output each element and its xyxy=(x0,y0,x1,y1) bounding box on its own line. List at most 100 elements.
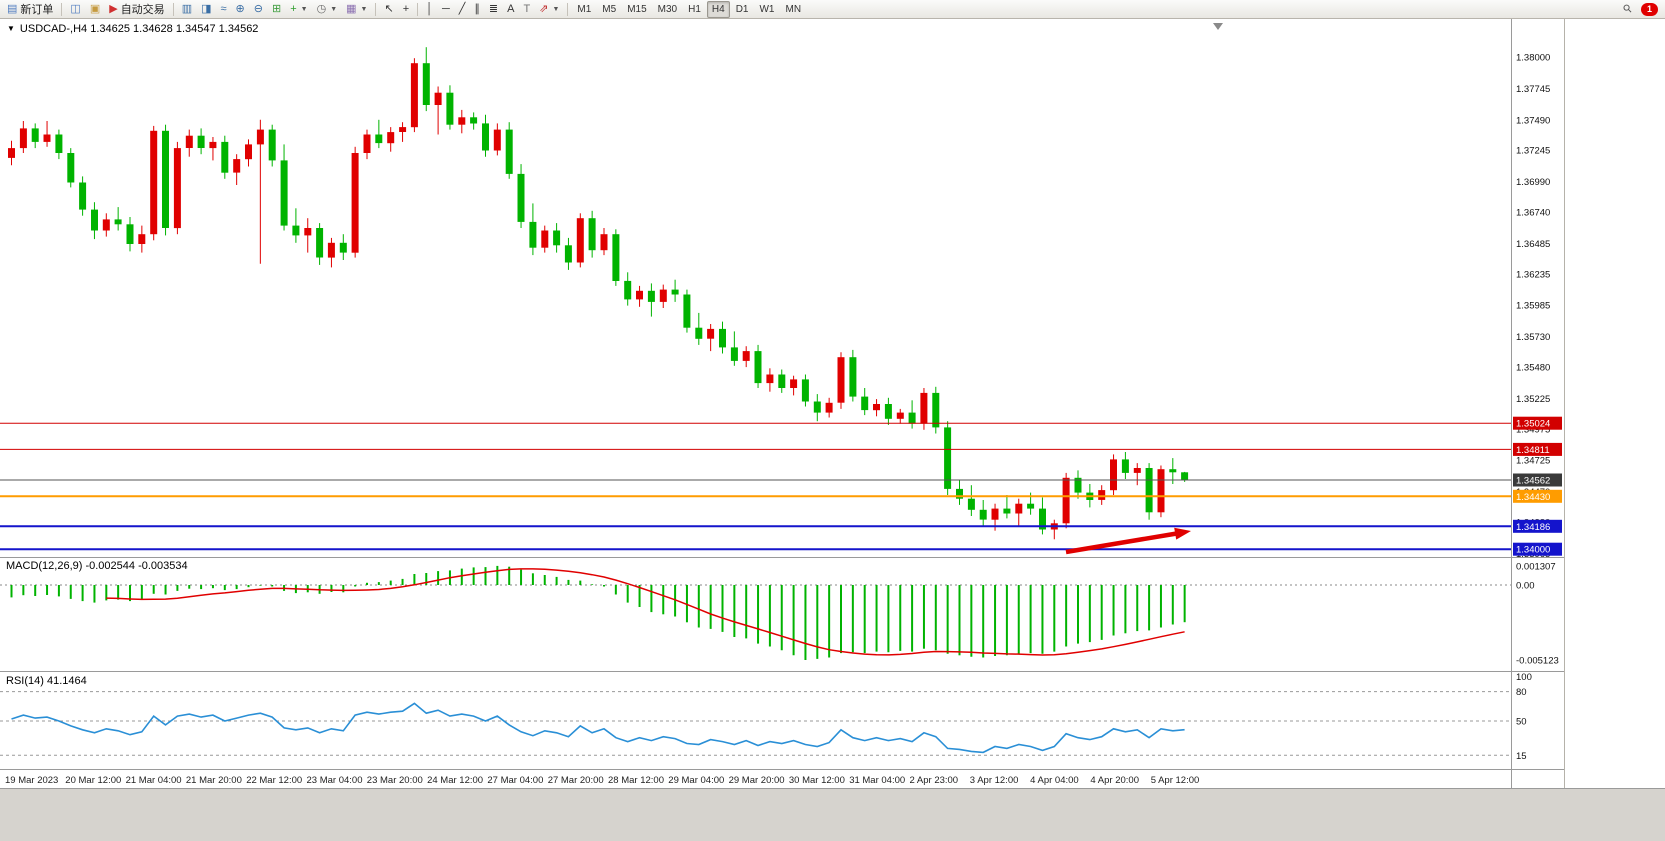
candle xyxy=(695,327,703,339)
candle xyxy=(173,148,181,229)
equidistant-channel-button[interactable]: ∥ xyxy=(470,0,484,18)
candle xyxy=(1110,459,1117,491)
candle xyxy=(1003,508,1011,514)
text-label-icon: T xyxy=(523,3,531,15)
candle xyxy=(778,374,786,388)
candle xyxy=(588,218,596,251)
chart-background xyxy=(0,19,1665,841)
toolbar-separator xyxy=(61,2,63,16)
search-icon[interactable]: ⚲ xyxy=(1620,0,1636,18)
bars-chart-type-button[interactable]: ▥ xyxy=(178,0,196,18)
notification-badge[interactable]: 1 xyxy=(1641,2,1658,16)
autotrading-button[interactable]: ▶ 自动交易 xyxy=(105,0,168,18)
crosshair-button[interactable]: + xyxy=(399,0,413,18)
timeframe-button-m15[interactable]: M15 xyxy=(627,3,647,15)
candle xyxy=(624,280,632,300)
candle xyxy=(612,234,620,281)
zoom-out-button[interactable]: ⊖ xyxy=(250,0,267,18)
candle xyxy=(884,404,892,419)
charts-window-button[interactable]: ◫ xyxy=(66,0,84,18)
timeframe-button-m1[interactable]: M1 xyxy=(577,3,592,15)
zoom-in-button[interactable]: ⊕ xyxy=(232,0,249,18)
candle xyxy=(79,182,87,210)
indicators-icon: + xyxy=(290,3,297,15)
dropdown-caret-icon[interactable]: ▼ xyxy=(300,5,308,13)
candle xyxy=(766,374,774,384)
dropdown-caret-icon[interactable]: ▼ xyxy=(360,5,368,13)
crosshair-icon: + xyxy=(402,3,410,15)
price-axis-label: 1.35480 xyxy=(1516,363,1550,374)
price-badge-label: 1.34811 xyxy=(1516,445,1550,456)
candle xyxy=(8,148,15,158)
dropdown-caret-icon[interactable]: ▼ xyxy=(330,5,338,13)
price-badge-label: 1.34562 xyxy=(1516,476,1550,487)
candle xyxy=(671,289,679,295)
trend-arrow-head[interactable] xyxy=(1174,527,1191,540)
candle xyxy=(150,130,158,235)
candle xyxy=(1074,477,1082,493)
candle xyxy=(422,63,430,105)
text-icon: A xyxy=(507,3,515,15)
candle xyxy=(327,242,335,258)
candle xyxy=(102,219,110,231)
timeframe-button-m30[interactable]: M30 xyxy=(657,3,678,15)
dropdown-caret-icon[interactable]: ▼ xyxy=(552,5,560,13)
new-order-button[interactable]: ▤ 新订单 xyxy=(3,0,57,18)
price-axis-label: 1.36740 xyxy=(1516,208,1550,219)
price-badge xyxy=(1513,473,1562,487)
text-label-button[interactable]: T xyxy=(519,0,534,18)
tile-windows-button[interactable]: ⊞ xyxy=(268,0,285,18)
trend-arrow[interactable] xyxy=(1065,531,1177,555)
candle xyxy=(375,134,383,144)
candle xyxy=(541,230,549,248)
candles-chart-type-button[interactable]: ◨ xyxy=(197,0,215,18)
candle xyxy=(410,63,418,128)
candle xyxy=(956,488,963,499)
macd-signal-line xyxy=(106,568,1185,656)
candle xyxy=(399,127,407,132)
candle xyxy=(576,218,584,263)
time-axis-label: 20 Mar 12:00 xyxy=(65,775,121,786)
candle xyxy=(458,117,466,125)
candle xyxy=(967,498,975,510)
candle xyxy=(233,159,241,173)
candle xyxy=(553,230,561,246)
candle xyxy=(801,379,809,402)
candle xyxy=(529,221,537,248)
templates-button[interactable]: ▦ ▼ xyxy=(342,0,371,18)
candle xyxy=(707,328,715,339)
timeframe-button-m5[interactable]: M5 xyxy=(602,3,617,15)
timeframe-button-mn[interactable]: MN xyxy=(785,3,802,15)
candle xyxy=(434,92,442,105)
periods-button[interactable]: ◷ ▼ xyxy=(313,0,342,18)
text-button[interactable]: A xyxy=(503,0,518,18)
trendline-button[interactable]: ╱ xyxy=(455,0,470,18)
line-chart-type-button[interactable]: ≈ xyxy=(217,0,231,18)
cursor-button[interactable]: ↖ xyxy=(380,0,397,18)
price-badge-label: 1.34000 xyxy=(1516,545,1550,556)
macd-axis-label: 0.00 xyxy=(1516,581,1535,592)
timeframe-button-d1[interactable]: D1 xyxy=(735,3,749,15)
candle xyxy=(91,209,98,231)
timeframe-button-h4[interactable]: H4 xyxy=(706,0,730,18)
price-axis-label: 1.36990 xyxy=(1516,177,1550,188)
candle xyxy=(754,351,762,384)
rsi-axis-label: 50 xyxy=(1516,717,1527,728)
candle xyxy=(55,134,63,153)
templates-icon: ▦ xyxy=(346,3,357,15)
indicators-button[interactable]: + ▼ xyxy=(286,0,311,18)
candle xyxy=(742,351,750,361)
vertical-line-button[interactable]: │ xyxy=(422,0,437,18)
candle xyxy=(351,153,359,253)
price-axis-label: 1.35225 xyxy=(1516,394,1550,405)
timeframe-button-w1[interactable]: W1 xyxy=(759,3,775,15)
horizontal-line-button[interactable]: ─ xyxy=(438,0,454,18)
arrows-button[interactable]: ⇗ ▼ xyxy=(535,0,563,18)
profiles-button[interactable]: ▣ xyxy=(86,0,104,18)
chart-shift-marker-icon[interactable] xyxy=(1213,23,1223,30)
price-axis-label: 1.35730 xyxy=(1516,332,1550,343)
fibonacci-button[interactable]: ≣ xyxy=(485,0,502,18)
timeframe-button-h1[interactable]: H1 xyxy=(688,3,701,15)
candle xyxy=(43,134,51,142)
